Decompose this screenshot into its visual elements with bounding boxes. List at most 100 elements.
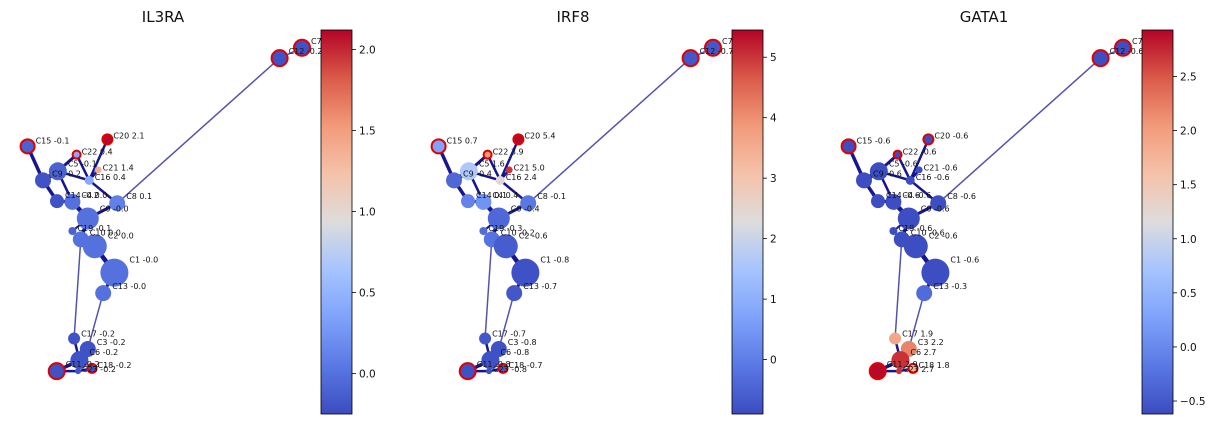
node-label: C14 -0.2 xyxy=(65,191,99,200)
cluster-node xyxy=(270,49,289,68)
node-label: C4 0.0 xyxy=(81,191,107,200)
node-label: C1 -0.8 xyxy=(540,256,569,265)
node-label: C12 -0.6 xyxy=(1110,47,1144,56)
node-label: C5 1.6 xyxy=(479,159,505,168)
colorbar-tick-label: 3 xyxy=(770,173,777,185)
node-label: C22 0.4 xyxy=(82,148,113,157)
colorbar-tick-label: 5 xyxy=(770,52,777,64)
node-label: C18 -0.2 xyxy=(98,361,132,370)
cluster-node xyxy=(681,49,700,68)
node-label: C23 -0.2 xyxy=(82,365,116,374)
cluster-node xyxy=(482,149,493,160)
node-label: C3 -0.2 xyxy=(97,338,126,347)
cluster-node xyxy=(109,195,126,212)
node-label: C2 -0.6 xyxy=(929,231,958,240)
cluster-node xyxy=(75,368,81,375)
node-label: C16 2.4 xyxy=(506,173,537,182)
edge-layer xyxy=(436,47,714,373)
cluster-node xyxy=(459,162,478,181)
cluster-node xyxy=(840,138,857,155)
cluster-node xyxy=(95,285,112,302)
node-label: C0 -0.6 xyxy=(921,205,950,214)
node-label: C20 -0.6 xyxy=(934,131,968,140)
cluster-node xyxy=(50,194,64,209)
cluster-node xyxy=(889,332,902,345)
cluster-node xyxy=(86,362,98,374)
cluster-node xyxy=(71,149,82,160)
cluster-node xyxy=(897,207,920,230)
node-label: C5 -0.1 xyxy=(68,159,97,168)
node-label: C21 1.4 xyxy=(103,163,134,172)
node-label: C15 -0.6 xyxy=(857,136,891,145)
node-label: C2 -0.6 xyxy=(519,231,548,240)
colorbar-tick-label: −0.5 xyxy=(1180,396,1206,408)
cluster-node xyxy=(505,166,513,174)
node-label: C8 -0.6 xyxy=(947,192,976,201)
node-label: C23 -0.8 xyxy=(493,365,527,374)
node-label: C19 -0.1 xyxy=(77,224,111,233)
cluster-node xyxy=(64,193,81,210)
cluster-node xyxy=(871,194,885,209)
cluster-node xyxy=(479,226,488,235)
colorbar-tick-label: 0.5 xyxy=(1180,288,1197,300)
node-label: C23 2.7 xyxy=(903,365,934,374)
panel-gata1: GATA1 C7 -C12 -0.6 C15 -0.6 C20 -0.6 C22 -0… xyxy=(840,8,1206,415)
cluster-node xyxy=(891,351,910,370)
node-label: C16 -0.6 xyxy=(916,173,950,182)
cluster-node xyxy=(493,234,518,259)
colorbar-tick-label: 1.5 xyxy=(1180,180,1197,192)
colorbar-tick-label: 0.0 xyxy=(359,368,376,380)
panel-title: IL3RA xyxy=(142,8,185,26)
cluster-node xyxy=(101,133,114,146)
cluster-node xyxy=(293,38,311,57)
cluster-node xyxy=(47,362,66,381)
cluster-node xyxy=(495,175,505,185)
cluster-node xyxy=(903,234,928,259)
cluster-node xyxy=(461,194,475,209)
node-label: C0 -0.0 xyxy=(100,205,129,214)
colorbar-tick-label: 1.0 xyxy=(1180,234,1197,246)
panel-title: GATA1 xyxy=(960,8,1009,26)
node-label: C6 2.7 xyxy=(910,348,936,357)
colorbar: 0.0 0.5 1.0 1.5 2.0 xyxy=(320,29,376,415)
cluster-node xyxy=(19,138,36,155)
colorbar-gradient xyxy=(1141,29,1174,415)
node-label: C11 2.9 xyxy=(887,360,918,369)
graph-edge xyxy=(908,138,930,182)
cluster-node xyxy=(487,207,510,230)
node-label: C3 2.2 xyxy=(918,338,944,347)
cluster-node xyxy=(868,362,887,381)
node-label: C14 -0.6 xyxy=(886,191,920,200)
colorbar-gradient xyxy=(320,29,353,415)
node-layer xyxy=(840,38,1132,381)
cluster-node xyxy=(512,133,525,146)
cluster-node xyxy=(915,166,923,174)
node-label: C22 -0.6 xyxy=(903,148,937,157)
cluster-node xyxy=(506,285,523,302)
node-label: C17 -0.2 xyxy=(81,330,115,339)
node-label: C1 -0.0 xyxy=(129,256,158,265)
node-label: C15 0.7 xyxy=(447,136,478,145)
cluster-node xyxy=(922,133,935,146)
cluster-node xyxy=(885,193,902,210)
colorbar-gradient xyxy=(731,29,764,415)
node-label: C12 -0.2 xyxy=(289,47,323,56)
node-label: C18 1.8 xyxy=(919,361,950,370)
node-label: C9 -0.2 xyxy=(52,169,81,178)
cluster-node xyxy=(82,234,107,259)
colorbar-tick-label: 1.0 xyxy=(359,206,376,218)
node-label: C7 - xyxy=(722,37,738,46)
node-label: C16 0.4 xyxy=(95,173,126,182)
node-label: C15 -0.1 xyxy=(36,136,70,145)
node-label: C4 -0.6 xyxy=(902,191,931,200)
cluster-node xyxy=(916,285,933,302)
colorbar-tick-label: 0.0 xyxy=(1180,342,1197,354)
cluster-node xyxy=(930,195,947,212)
node-label: C8 0.1 xyxy=(126,192,152,201)
graph-edge xyxy=(937,57,1102,204)
